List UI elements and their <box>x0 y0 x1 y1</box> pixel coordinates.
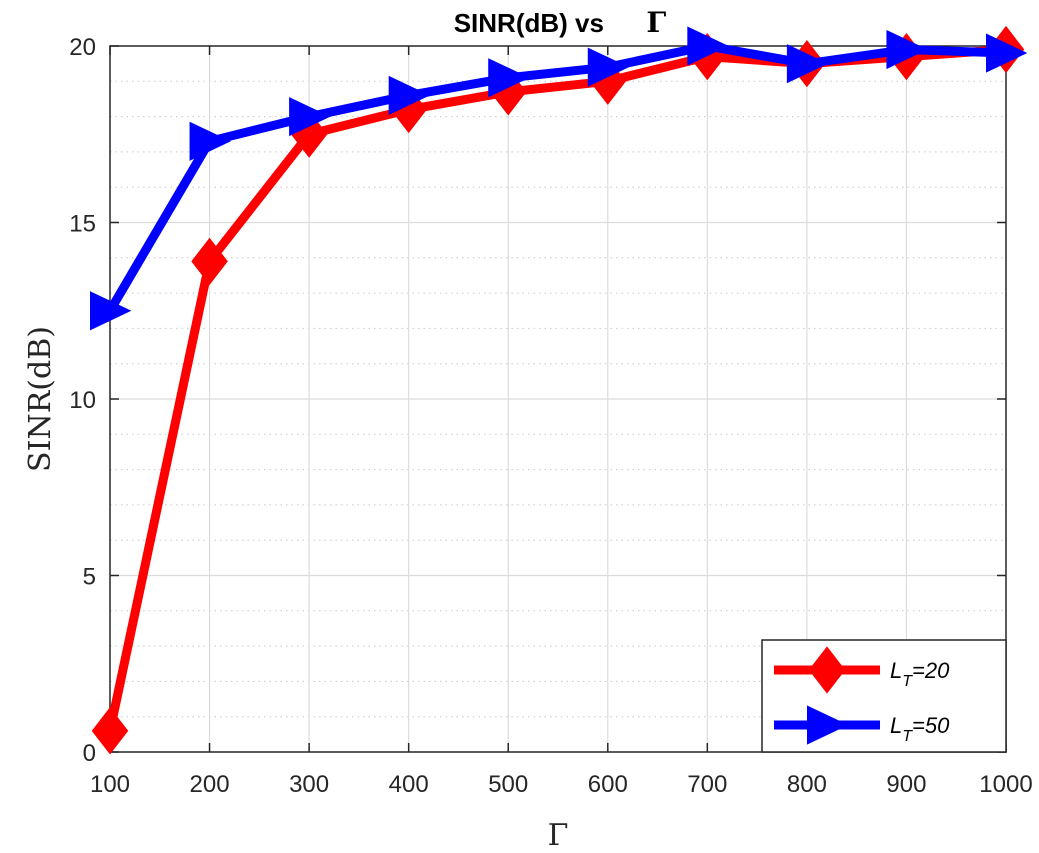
y-tick-label: 15 <box>69 211 96 238</box>
legend: LT=20 LT=50 <box>761 639 1007 753</box>
series-layer <box>90 25 1028 755</box>
y-axis-label: SINR(dB) <box>23 326 58 472</box>
x-tick-label: 600 <box>588 771 628 798</box>
series-line <box>105 41 1011 316</box>
x-tick-label: 1000 <box>979 771 1032 798</box>
data-point <box>986 33 1028 73</box>
x-tick-label: 800 <box>787 771 827 798</box>
legend-item: LT=20 <box>774 646 950 694</box>
y-tick-label: 10 <box>69 387 96 414</box>
chart-title-symbol: Γ <box>646 6 666 39</box>
grid-layer <box>110 46 1006 752</box>
y-tick-label: 20 <box>69 34 96 61</box>
x-tick-label: 100 <box>90 771 130 798</box>
data-point <box>388 75 431 116</box>
x-tick-label: 700 <box>687 771 727 798</box>
legend-item: LT=50 <box>774 705 950 745</box>
y-tick-label: 5 <box>83 564 96 591</box>
data-point <box>189 121 231 161</box>
legend-box <box>761 639 1007 753</box>
x-tick-label: 400 <box>389 771 429 798</box>
y-tick-label: 0 <box>83 740 96 767</box>
data-point <box>91 707 129 755</box>
data-point <box>488 58 530 98</box>
data-point <box>289 97 331 137</box>
series-2 <box>90 26 1028 331</box>
legend-marker <box>807 705 849 745</box>
legend-marker <box>808 646 846 694</box>
data-point <box>587 47 630 87</box>
x-tick-label: 500 <box>488 771 528 798</box>
chart-title-text: SINR(dB) vs <box>454 8 604 38</box>
tick-label-layer: 100 200 300 400 500 600 700 800 900 1000 0 5 10 15 20 <box>69 34 1032 798</box>
x-tick-label: 300 <box>289 771 329 798</box>
data-point <box>886 29 928 70</box>
x-axis-label: Γ <box>548 818 569 853</box>
data-point <box>191 237 228 285</box>
x-tick-label: 200 <box>190 771 230 798</box>
data-point <box>90 291 132 331</box>
data-point <box>786 44 829 84</box>
legend-label: LT=50 <box>890 713 950 745</box>
legend-label: LT=20 <box>890 658 950 690</box>
chart-title: SINR(dB) vs Γ <box>454 6 667 39</box>
data-point <box>687 26 729 66</box>
x-tick-label: 900 <box>886 771 926 798</box>
